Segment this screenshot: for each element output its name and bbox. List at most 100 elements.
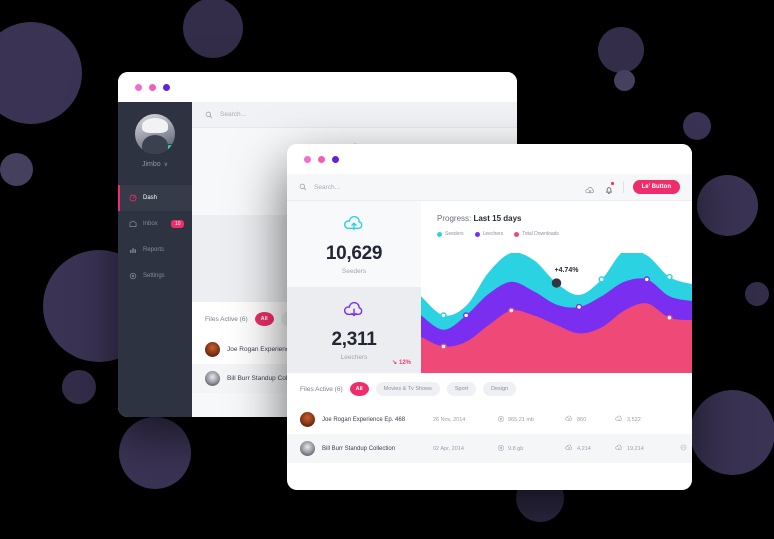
chart-data-point[interactable]	[441, 344, 446, 349]
notification-badge	[610, 181, 615, 186]
file-size: 9.8 gb	[498, 445, 560, 453]
file-name: Joe Rogan Experience Ep. 468	[322, 416, 406, 423]
chart-highlight-point[interactable]	[551, 278, 562, 288]
traffic-light-dot[interactable]	[163, 83, 170, 91]
decor-circle	[0, 22, 82, 124]
filter-chip-movies-tv[interactable]: Movies & Tv Shows	[375, 382, 440, 396]
pause-icon[interactable]	[680, 444, 687, 453]
chart-data-point[interactable]	[509, 308, 514, 313]
decor-circle	[119, 417, 191, 489]
sidebar: Jimbo ∨ Dash Inbox	[118, 102, 192, 417]
sidebar-item-settings[interactable]: Settings	[118, 263, 192, 289]
decor-circle	[598, 27, 644, 73]
cloud-upload-icon	[343, 214, 365, 238]
chart-legend: Seeders Leechers Total Downloads	[437, 231, 692, 237]
filter-chip-design[interactable]: Design	[483, 382, 517, 396]
chart-title-value: Last 15 days	[473, 214, 522, 223]
chart-title-prefix: Progress:	[437, 214, 472, 223]
legend-label: Total Downloads	[522, 231, 559, 237]
files-table: Files Active (6) All Movies & Tv Shows S…	[287, 373, 692, 463]
file-size: 965.21 mb	[498, 416, 560, 424]
file-date: 26 Nov, 2014	[433, 416, 466, 423]
area-chart[interactable]	[421, 249, 692, 373]
traffic-light-dot[interactable]	[149, 83, 156, 91]
stat-label: Seeders	[341, 267, 367, 275]
seeders-value: 4,214	[577, 445, 591, 452]
sidebar-item-reports[interactable]: Reports	[118, 237, 192, 263]
decor-circle	[0, 153, 33, 186]
progress-bar-container	[660, 418, 666, 421]
divider	[622, 181, 624, 193]
file-size-value: 9.8 gb	[508, 445, 524, 452]
legend-item-seeders[interactable]: Seeders	[437, 231, 464, 237]
cta-button[interactable]: Le' Button	[632, 180, 680, 194]
sidebar-item-inbox[interactable]: Inbox 10	[118, 211, 192, 237]
legend-label: Leechers	[482, 231, 504, 237]
table-row[interactable]: Bill Burr Standup Collection 02 Apr, 201…	[287, 434, 692, 463]
stat-delta-value: 12%	[398, 359, 411, 366]
decor-circle	[62, 370, 96, 404]
chart-title: Progress: Last 15 days	[437, 214, 692, 223]
traffic-light-dot[interactable]	[304, 155, 311, 163]
traffic-light-dot[interactable]	[318, 155, 325, 163]
chart-panel: Progress: Last 15 days Seeders Leechers …	[421, 201, 692, 373]
decor-circle	[690, 390, 774, 475]
user-menu[interactable]: Jimbo ∨	[142, 161, 168, 168]
files-active-title: Files Active (6)	[300, 385, 343, 393]
chevron-down-icon: ∨	[163, 162, 169, 168]
legend-item-total-downloads[interactable]: Total Downloads	[514, 231, 559, 237]
row-actions	[671, 444, 692, 453]
disk-icon	[498, 445, 504, 453]
front-search-placeholder[interactable]: Search...	[314, 183, 341, 191]
inbox-badge: 10	[171, 220, 184, 228]
chart-data-point[interactable]	[599, 277, 604, 282]
traffic-light-dot[interactable]	[135, 83, 142, 91]
table-row[interactable]: Joe Rogan Experience Ep. 468 26 Nov, 201…	[287, 405, 692, 434]
filter-chip-all[interactable]: All	[349, 382, 369, 396]
back-search-placeholder: Search...	[220, 111, 247, 118]
stat-delta: ↘ 12%	[391, 359, 411, 367]
file-name: Joe Rogan Experience Ep. 468	[227, 346, 317, 353]
avatar-art	[142, 118, 168, 133]
seeders-count: 860	[565, 415, 605, 424]
legend-swatch	[514, 231, 520, 237]
trend-down-icon: ↘	[391, 360, 397, 366]
legend-item-leechers[interactable]: Leechers	[474, 231, 504, 237]
decor-circle	[614, 70, 635, 91]
foreground-dashboard-window[interactable]: Search... Le' Button	[287, 144, 692, 490]
traffic-light-dot[interactable]	[332, 155, 339, 163]
chart-data-point[interactable]	[577, 305, 582, 310]
sidebar-item-dash[interactable]: Dash	[118, 185, 192, 211]
leechers-value: 3,522	[627, 416, 641, 423]
chart-svg	[421, 249, 692, 373]
front-window-titlebar	[287, 144, 692, 174]
chart-data-point[interactable]	[464, 313, 469, 318]
filter-chip-sport[interactable]: Sport	[446, 382, 477, 396]
seeders-count: 4,214	[565, 444, 605, 453]
file-date: 02 Apr, 2014	[433, 445, 464, 452]
chart-data-point[interactable]	[667, 275, 672, 280]
leechers-value: 19,214	[627, 445, 644, 452]
files-active-title: Files Active (6)	[205, 315, 248, 323]
sidebar-item-label: Dash	[143, 195, 158, 201]
stat-label: Leechers	[340, 353, 368, 361]
legend-swatch	[437, 231, 442, 237]
chart-data-point[interactable]	[441, 313, 446, 318]
sidebar-item-label: Inbox	[143, 221, 158, 227]
file-name: Bill Burr Standup Collection	[227, 375, 307, 382]
bell-icon[interactable]	[604, 181, 615, 195]
decor-circle	[683, 112, 711, 140]
decor-circle	[697, 175, 758, 236]
table-row[interactable]: Joe Rogan Experience Ep. 468	[192, 335, 517, 364]
avatar[interactable]	[135, 114, 175, 154]
cloud-upload-icon[interactable]	[585, 182, 595, 194]
progress-bar-container	[660, 447, 666, 450]
chart-data-point[interactable]	[667, 315, 672, 320]
chart-data-point[interactable]	[644, 277, 649, 282]
sidebar-nav: Dash Inbox 10 Reports	[118, 185, 192, 289]
filter-chip-all[interactable]: All	[254, 312, 274, 326]
leechers-count: 19,214	[615, 444, 655, 453]
avatar	[300, 441, 315, 456]
back-search-bar[interactable]: Search...	[192, 102, 517, 128]
